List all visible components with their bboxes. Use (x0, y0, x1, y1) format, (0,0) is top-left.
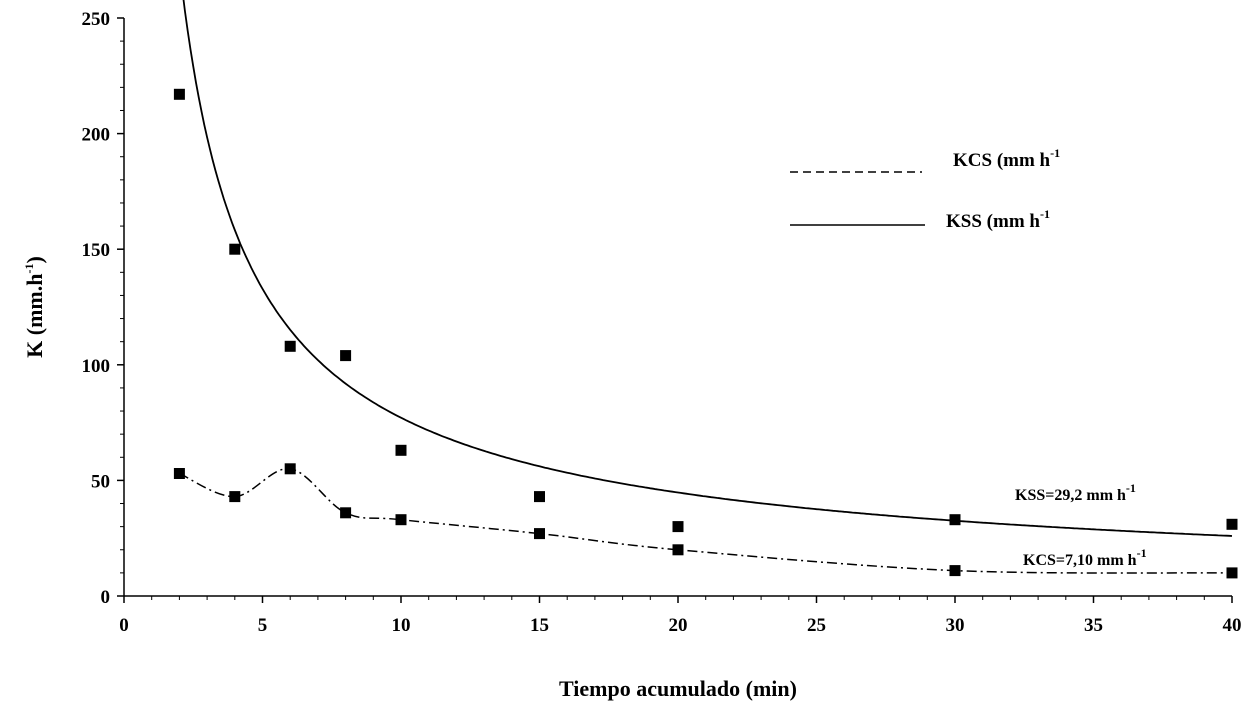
kcs-point (340, 507, 351, 518)
legend: KCS (mm h-1 KSS (mm h-1 (790, 146, 1060, 232)
y-ticks: 0 50 100 150 200 250 (82, 9, 125, 608)
kss-curve-path (179, 0, 1232, 536)
kcs-point (174, 468, 185, 479)
kss-fit-curve (179, 0, 1232, 536)
kcs-point (1227, 567, 1238, 578)
x-tick-label: 0 (119, 615, 129, 636)
x-tick-label: 30 (946, 615, 965, 636)
kcs-point (950, 565, 961, 576)
x-tick-label: 20 (669, 615, 688, 636)
kcs-annotation: KCS=7,10 mm h-1 (1023, 546, 1147, 569)
kcs-point (285, 463, 296, 474)
y-tick-label: 50 (91, 471, 110, 492)
kcs-point (534, 528, 545, 539)
legend-kcs-label: KCS (mm h-1 (953, 146, 1060, 171)
x-axis-title: Tiempo acumulado (min) (559, 676, 797, 701)
x-tick-label: 5 (258, 615, 268, 636)
y-axis-title: K (mm.h-1) (22, 256, 47, 358)
kss-point (950, 514, 961, 525)
kss-point (673, 521, 684, 532)
x-tick-label: 25 (807, 615, 826, 636)
x-tick-label: 35 (1084, 615, 1103, 636)
kcs-point (396, 514, 407, 525)
kss-point (285, 341, 296, 352)
kcs-point (229, 491, 240, 502)
x-tick-label: 40 (1223, 615, 1242, 636)
y-tick-label: 0 (101, 587, 111, 608)
kss-point (534, 491, 545, 502)
y-tick-label: 150 (82, 240, 111, 261)
kss-point (340, 350, 351, 361)
kss-point (396, 445, 407, 456)
kss-point (229, 244, 240, 255)
x-ticks: 0 5 10 15 20 25 30 35 40 (119, 596, 1241, 636)
x-tick-label: 10 (392, 615, 411, 636)
kcs-point (673, 544, 684, 555)
legend-kss-label: KSS (mm h-1 (946, 207, 1050, 232)
kss-annotation: KSS=29,2 mm h-1 (1015, 481, 1136, 504)
kss-point (174, 89, 185, 100)
kss-point (1227, 519, 1238, 530)
y-tick-label: 200 (82, 125, 111, 146)
x-tick-label: 15 (530, 615, 549, 636)
y-tick-label: 250 (82, 9, 111, 30)
y-tick-label: 100 (82, 356, 111, 377)
